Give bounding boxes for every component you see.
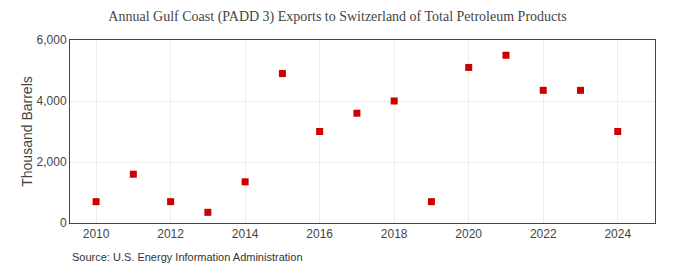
svg-text:2020: 2020 xyxy=(455,227,482,241)
svg-text:2014: 2014 xyxy=(232,227,259,241)
svg-text:2024: 2024 xyxy=(604,227,631,241)
svg-text:2012: 2012 xyxy=(157,227,184,241)
svg-text:Thousand Barrels: Thousand Barrels xyxy=(19,76,35,187)
svg-text:2022: 2022 xyxy=(530,227,557,241)
svg-text:4,000: 4,000 xyxy=(37,94,67,108)
svg-text:2010: 2010 xyxy=(83,227,110,241)
svg-text:6,000: 6,000 xyxy=(37,33,67,47)
svg-text:Source: U.S. Energy Informatio: Source: U.S. Energy Information Administ… xyxy=(72,251,303,263)
svg-text:0: 0 xyxy=(60,216,67,230)
svg-text:2018: 2018 xyxy=(381,227,408,241)
svg-text:2,000: 2,000 xyxy=(37,155,67,169)
svg-text:Annual Gulf Coast (PADD 3) Exp: Annual Gulf Coast (PADD 3) Exports to Sw… xyxy=(108,9,566,25)
svg-text:2016: 2016 xyxy=(306,227,333,241)
